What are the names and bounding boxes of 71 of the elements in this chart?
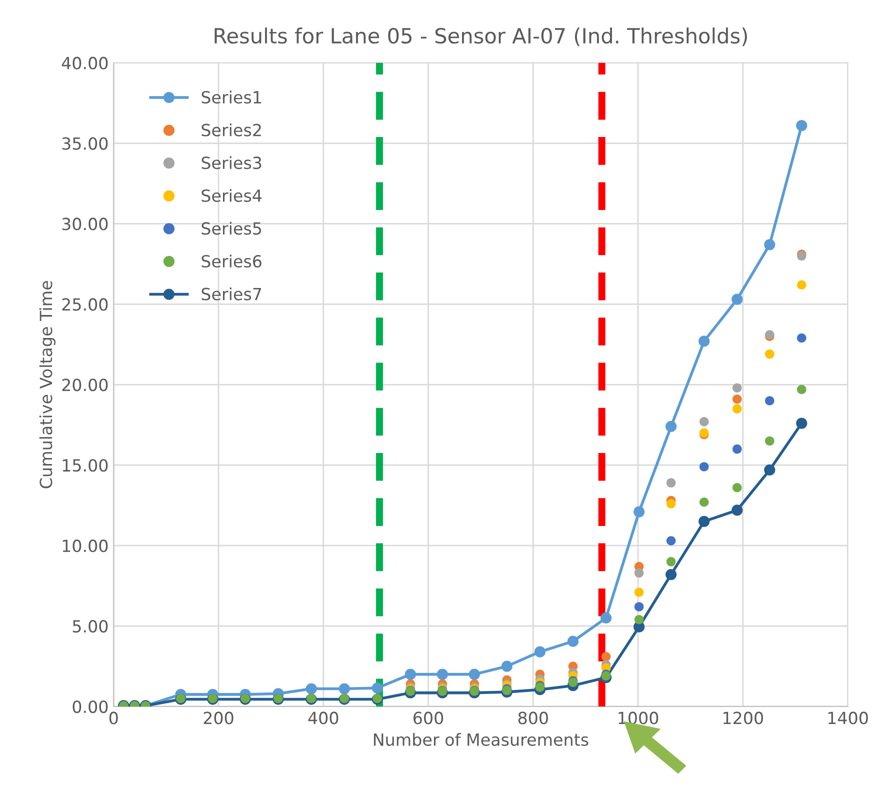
point (732, 294, 743, 305)
point (567, 636, 579, 647)
y-tick-label: 15.00 (62, 459, 108, 472)
x-tick-label: 400 (308, 712, 338, 724)
point (796, 418, 808, 429)
y-tick-label: 10.00 (62, 540, 108, 552)
x-tick-label: 1400 (828, 712, 868, 724)
point (534, 646, 546, 658)
point (634, 588, 644, 597)
y-tick-label: 5.00 (72, 620, 108, 633)
point (634, 506, 645, 518)
point (796, 280, 806, 290)
point (699, 417, 709, 426)
point (634, 602, 644, 612)
point (666, 536, 676, 546)
point (796, 333, 806, 343)
chart-title: Results for Lane 05 - Sensor AI-07 (Ind. Thresholds) (214, 28, 747, 46)
y-axis-title: Cumulative Voltage Time (39, 281, 56, 488)
point (764, 239, 776, 250)
point (404, 668, 416, 680)
point (796, 120, 808, 132)
point (764, 349, 774, 359)
point (732, 504, 743, 516)
point (634, 614, 644, 624)
point (501, 660, 512, 672)
point (732, 482, 742, 492)
x-tick-label: 0 (109, 712, 118, 724)
point (468, 668, 480, 680)
point (666, 478, 676, 488)
point (666, 499, 676, 508)
legend-label: Series3 (202, 156, 262, 170)
y-tick-label: 25.00 (62, 298, 108, 311)
y-tick-label: 0.00 (72, 700, 108, 714)
point (732, 444, 742, 454)
point (372, 682, 383, 694)
point (306, 683, 317, 694)
x-tick-label: 1000 (618, 712, 658, 724)
point (634, 568, 644, 578)
legend-label: Series7 (202, 287, 262, 300)
point (600, 612, 612, 624)
point (732, 383, 742, 393)
y-tick-label: 35.00 (62, 137, 108, 150)
point (699, 462, 709, 472)
x-axis-title: Number of Measurements (374, 733, 588, 746)
point (732, 394, 742, 404)
y-tick-label: 20.00 (62, 378, 108, 392)
x-tick-label: 600 (414, 712, 444, 724)
point (698, 336, 710, 347)
point (698, 516, 710, 527)
point (764, 436, 774, 446)
y-tick-label: 40.00 (62, 56, 108, 70)
point (764, 464, 776, 476)
legend-label: Series5 (202, 222, 262, 235)
point (699, 497, 709, 507)
point (764, 396, 774, 406)
legend-label: Series4 (202, 189, 262, 202)
point (436, 668, 448, 680)
point (732, 404, 742, 414)
legend-label: Series1 (202, 90, 261, 104)
point (666, 557, 676, 566)
point (796, 384, 806, 394)
point (338, 683, 350, 694)
point (666, 568, 677, 580)
x-tick-label: 200 (204, 712, 234, 724)
x-tick-label: 1200 (724, 712, 763, 724)
legend-label: Series2 (202, 123, 261, 136)
point (601, 652, 611, 662)
y-tick-label: 30.00 (62, 218, 108, 230)
legend-label: Series6 (202, 254, 262, 268)
point (666, 420, 677, 432)
x-tick-label: 800 (518, 712, 548, 724)
